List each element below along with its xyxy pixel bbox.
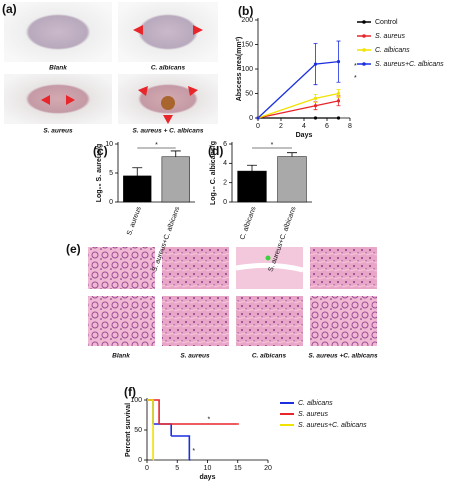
x-tick-label: 2 [279, 123, 283, 130]
photo-label: C. albicans [151, 65, 186, 72]
panel-label: (e) [66, 242, 81, 256]
legend-label: S. aureus+C. albicans [298, 422, 367, 429]
y-tick-label: 10 [105, 141, 113, 148]
y-tick-label: 6 [223, 141, 227, 148]
y-tick-label: 50 [245, 90, 253, 97]
y-tick-label: 2 [223, 180, 227, 187]
bar [123, 175, 152, 203]
point [313, 62, 318, 66]
x-tick-label: 10 [204, 465, 212, 472]
bar [237, 170, 267, 203]
survival-step [147, 399, 154, 424]
annotation: * [208, 417, 211, 424]
x-tick-label: 20 [264, 465, 272, 472]
bar [277, 156, 307, 203]
lesion [161, 96, 175, 110]
histology-label: C. albicans [252, 353, 287, 360]
series-line [257, 92, 339, 119]
legend-marker [362, 34, 366, 38]
histology [88, 247, 377, 346]
legend-label: S. aureus [375, 33, 405, 40]
error-bar [170, 150, 181, 157]
panel-label: (f) [124, 385, 136, 399]
y-tick-label: 150 [241, 41, 253, 48]
error-bar [247, 164, 257, 172]
photos [4, 2, 218, 124]
point [313, 116, 318, 120]
x-axis-label: Days [296, 132, 313, 139]
legend-marker [362, 62, 366, 66]
legend-label: S. aureus+C. albicans [375, 61, 444, 68]
point [336, 60, 341, 64]
legend-marker [362, 20, 366, 24]
axis [146, 398, 268, 461]
error-bar [287, 152, 297, 157]
y-tick-label: 0 [249, 115, 253, 122]
annotation: * [271, 142, 274, 149]
x-tick-label: 4 [302, 123, 306, 130]
error-bar [132, 167, 143, 176]
panel-label: (c) [93, 144, 108, 158]
annotation: * [155, 142, 158, 149]
photo-label: S. aureus [43, 128, 73, 135]
legend-marker [362, 48, 366, 52]
point [313, 96, 318, 100]
x-tick-label: 6 [325, 123, 329, 130]
legend-label: C. albicans [298, 400, 333, 407]
photo-label: S. aureus + C. albicans [133, 128, 204, 135]
survival-step [171, 435, 191, 460]
point [336, 99, 341, 103]
y-tick-label: 0 [138, 457, 142, 464]
panel-label: (a) [2, 2, 17, 16]
y-tick-label: 0 [109, 199, 113, 206]
x-axis-label: days [200, 474, 216, 481]
annotation: * [354, 63, 357, 70]
histology-label: Blank [112, 353, 130, 360]
panel-label: (d) [208, 144, 223, 158]
histology-label: S. aureus +C. albicans [308, 353, 378, 360]
y-tick-label: 4 [223, 160, 227, 167]
x-tick-label: S. aureus [126, 205, 143, 236]
x-tick-label: 15 [234, 465, 242, 472]
annotation: * [192, 448, 195, 455]
x-tick-label: 8 [348, 123, 352, 130]
legend-label: S. aureus [298, 411, 328, 418]
y-axis-label: Abscess area(mm²) [236, 37, 243, 102]
x-tick-label: C. albicans [239, 205, 258, 240]
survival-step [147, 399, 154, 460]
y-tick-label: 100 [130, 397, 142, 404]
photo-label: Blank [49, 65, 67, 72]
legend-label: C. albicans [375, 47, 410, 54]
panel-label: (b) [238, 4, 253, 18]
photo [118, 2, 218, 62]
y-tick-label: 100 [241, 66, 253, 73]
point [256, 116, 260, 120]
series-line [257, 100, 339, 119]
photo [4, 2, 112, 62]
bar [161, 156, 190, 203]
x-tick-label: 5 [175, 465, 179, 472]
y-tick-label: 5 [109, 170, 113, 177]
y-tick-label: 200 [241, 17, 253, 24]
annotation: * [354, 75, 357, 82]
x-tick-label: 0 [256, 123, 260, 130]
y-axis-label: Log₁₀ S. aureus/g [96, 144, 103, 203]
point [336, 91, 341, 96]
photo [4, 74, 112, 124]
point [313, 104, 318, 108]
x-tick-label: 0 [145, 465, 149, 472]
histology-label: S. aureus [180, 353, 210, 360]
y-axis-label: Percent survival [125, 403, 132, 457]
survival-step [153, 423, 172, 436]
point [336, 116, 341, 120]
y-tick-label: 0 [223, 199, 227, 206]
y-axis-label: Log₁₀ C. albicans/g [210, 141, 217, 205]
arrows [41, 25, 203, 124]
legend-label: Control [375, 19, 398, 26]
y-tick-label: 50 [134, 427, 142, 434]
